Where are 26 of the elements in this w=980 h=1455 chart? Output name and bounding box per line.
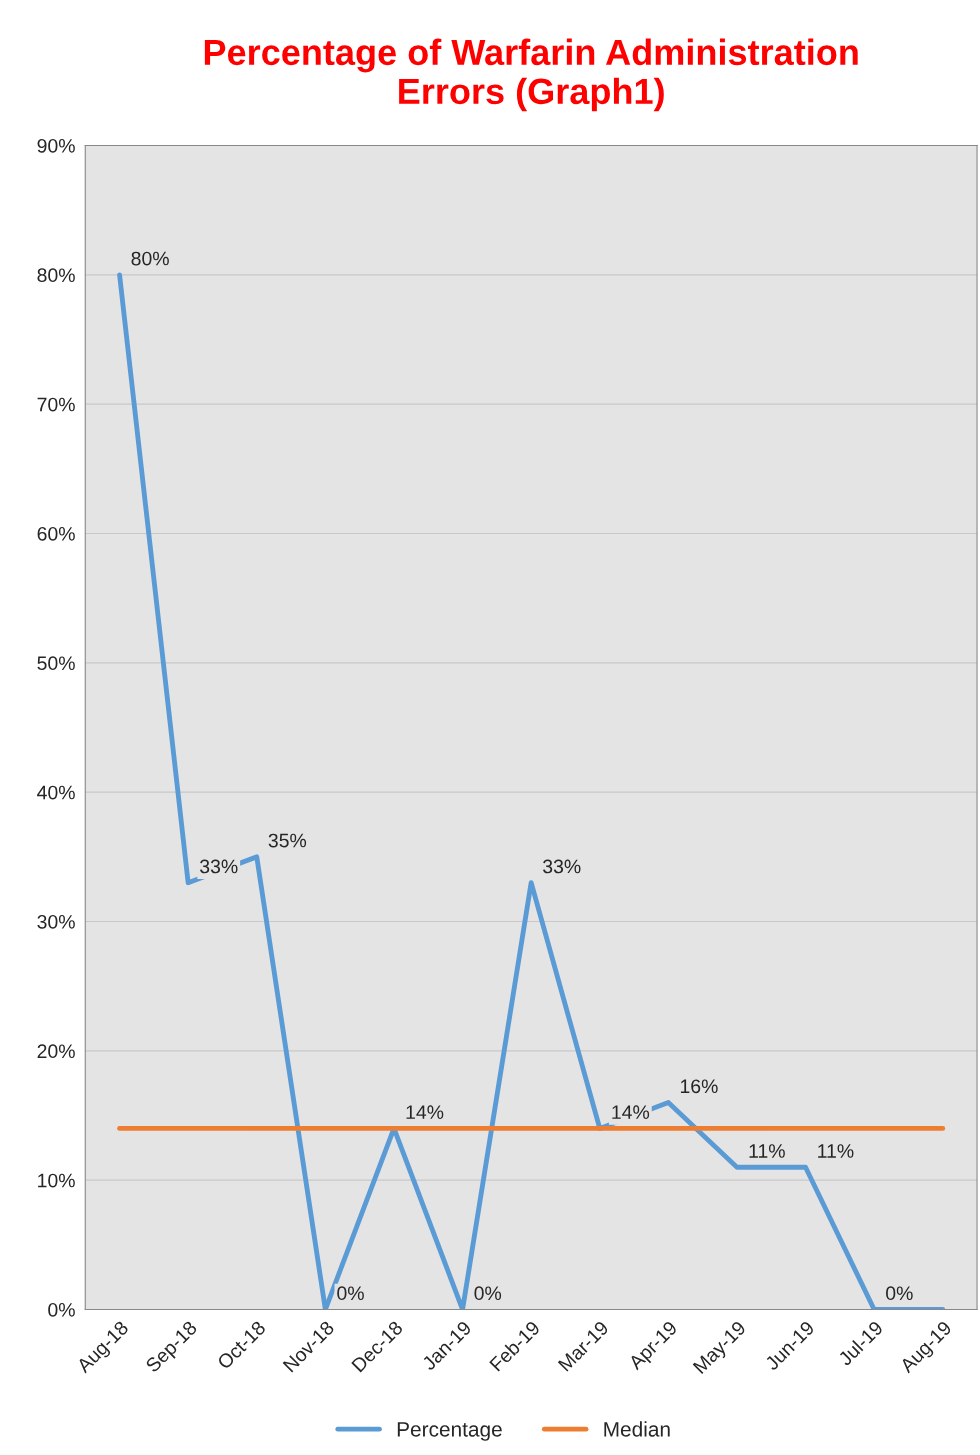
y-tick-label: 60%: [37, 526, 75, 541]
data-label: 0%: [886, 1286, 913, 1301]
y-tick-label: 70%: [37, 397, 75, 412]
data-label: 33%: [200, 859, 238, 874]
data-label: 33%: [543, 859, 581, 874]
y-tick-label: 80%: [37, 268, 75, 283]
data-label: 14%: [612, 1105, 650, 1119]
line-series: [117, 272, 946, 1310]
data-label: 14%: [406, 1105, 444, 1119]
y-tick-label: 50%: [37, 656, 75, 671]
data-label: 35%: [268, 833, 307, 848]
data-label: 16%: [680, 1079, 718, 1094]
y-tick-label: 10%: [38, 1173, 75, 1188]
data-label: 0%: [337, 1286, 364, 1301]
data-label: 11%: [749, 1144, 785, 1158]
data-label: 11%: [818, 1144, 854, 1158]
chart-title: Percentage of Warfarin Administration Errors (Graph1): [204, 38, 858, 112]
y-tick-label: 0%: [48, 1302, 75, 1317]
data-label: 80%: [131, 251, 169, 266]
legend-label: Percentage: [397, 1422, 502, 1441]
y-tick-label: 90%: [37, 138, 75, 153]
y-tick-label: 30%: [37, 914, 75, 929]
y-tick-label: 20%: [37, 1044, 75, 1059]
legend-label: Median: [604, 1421, 670, 1437]
data-label: 0%: [474, 1286, 502, 1301]
y-tick-label: 40%: [37, 785, 75, 800]
